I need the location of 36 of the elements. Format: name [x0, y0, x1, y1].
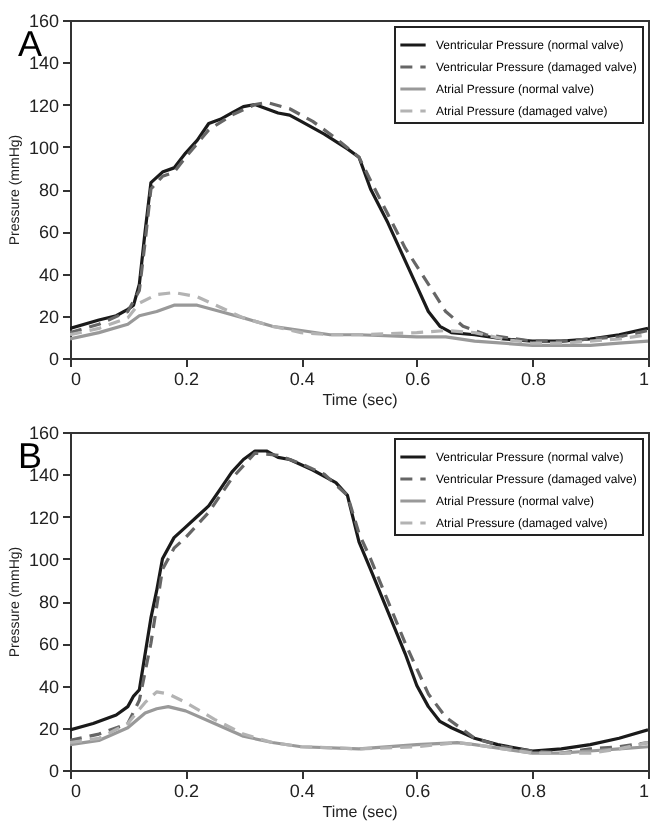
y-tick-label: 80	[38, 180, 59, 200]
y-tick-label: 120	[28, 95, 59, 116]
x-tick-label: 0.2	[174, 369, 200, 389]
y-tick-label: 100	[28, 137, 59, 158]
y-tick-label: 140	[28, 53, 59, 74]
x-tick-label: 0	[71, 369, 82, 389]
x-tick-label: 0.8	[520, 369, 546, 389]
x-tick-label: 0.4	[289, 369, 315, 389]
y-tick-label: 20	[38, 718, 59, 739]
y-tick-label: 40	[38, 264, 59, 285]
line-series	[70, 303, 648, 347]
x-tick-label: 1	[638, 369, 649, 389]
x-tick-label: 1	[638, 781, 649, 801]
y-tick-label: 80	[38, 592, 59, 612]
y-tick-label: 60	[38, 634, 59, 655]
x-tick-label: 0.4	[289, 781, 315, 801]
x-tick-label: 0.6	[405, 369, 431, 389]
x-axis-title: Time (sec)	[322, 391, 399, 409]
y-tick-label: 160	[28, 11, 59, 31]
line-series	[70, 690, 648, 755]
y-tick-label: 40	[38, 676, 59, 697]
y-tick-label: 20	[38, 306, 59, 327]
x-tick-label: 0.8	[520, 781, 546, 801]
y-tick-label: 120	[28, 507, 59, 528]
y-tick-label: 60	[38, 222, 59, 243]
x-tick-label: 0.2	[174, 781, 200, 801]
y-tick-label: 140	[28, 465, 59, 486]
line-series	[70, 290, 648, 345]
line-series	[70, 705, 648, 755]
x-tick-label: 0	[71, 781, 82, 801]
y-tick-label: 160	[28, 423, 59, 443]
y-tick-label: 100	[28, 549, 59, 570]
y-tick-label: 0	[48, 761, 59, 781]
x-tick-label: 0.6	[405, 781, 431, 801]
y-tick-label: 0	[48, 349, 59, 369]
x-axis-title: Time (sec)	[322, 803, 399, 821]
